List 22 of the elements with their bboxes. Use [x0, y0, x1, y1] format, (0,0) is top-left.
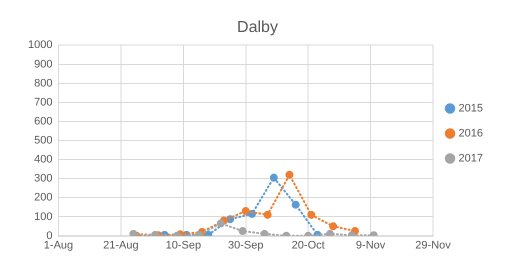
- y-tick-label: 600: [34, 115, 52, 128]
- x-tick-label: 9-Nov: [356, 239, 386, 252]
- x-tick-label: 20-Oct: [292, 239, 325, 252]
- chart-title: Dalby: [237, 19, 278, 36]
- y-tick-label: 400: [34, 154, 52, 166]
- y-tick-label: 300: [34, 172, 52, 185]
- y-tick-label: 0: [46, 230, 52, 242]
- legend-label: 2016: [458, 128, 484, 140]
- y-tick-label: 700: [34, 96, 52, 108]
- y-tick-label: 1000: [28, 39, 52, 52]
- x-tick-label: 1-Aug: [44, 239, 74, 252]
- legend-label: 2015: [458, 102, 484, 115]
- y-tick-label: 200: [34, 192, 52, 204]
- x-tick-label: 10-Sep: [166, 239, 202, 252]
- x-tick-label: 29-Nov: [415, 239, 452, 252]
- y-tick-label: 100: [34, 210, 52, 223]
- y-tick-label: 900: [34, 58, 52, 70]
- x-tick-label: 21-Aug: [103, 239, 139, 252]
- legend-label: 2017: [458, 152, 484, 165]
- x-tick-label: 30-Sep: [228, 239, 264, 252]
- y-tick-label: 500: [34, 134, 52, 147]
- y-tick-label: 800: [34, 77, 52, 90]
